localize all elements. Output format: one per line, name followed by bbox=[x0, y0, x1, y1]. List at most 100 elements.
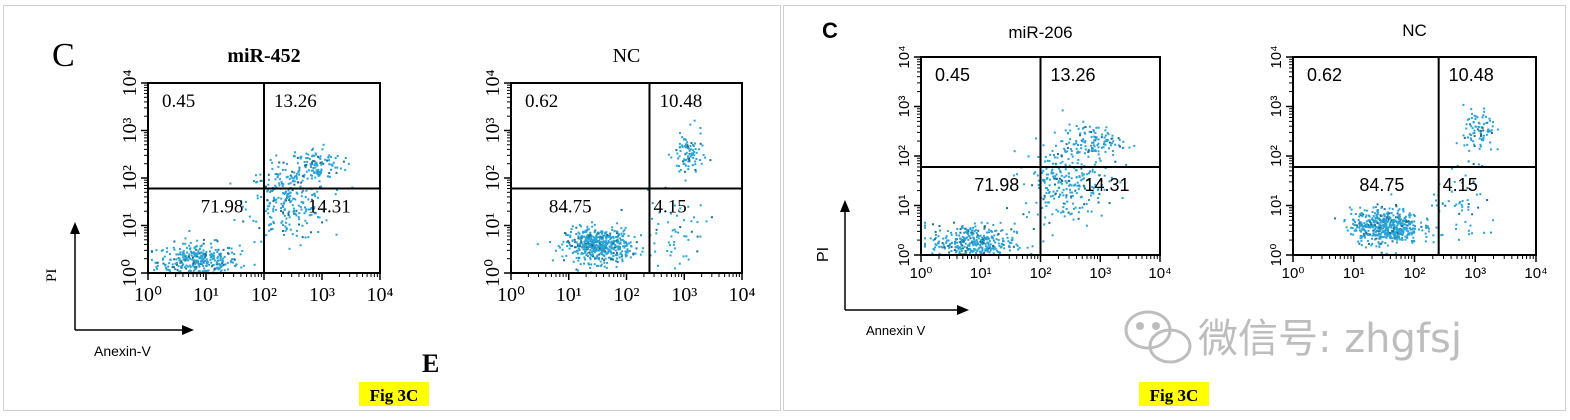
data-point bbox=[683, 145, 686, 148]
data-point bbox=[586, 252, 589, 255]
data-point bbox=[1089, 125, 1092, 128]
data-point bbox=[1364, 223, 1367, 226]
data-point bbox=[1462, 103, 1465, 106]
data-point bbox=[692, 144, 694, 146]
data-point bbox=[179, 251, 182, 254]
data-point bbox=[1390, 221, 1392, 224]
data-point bbox=[1098, 193, 1101, 196]
data-point bbox=[972, 244, 975, 247]
data-point bbox=[1047, 189, 1050, 191]
data-point bbox=[287, 193, 290, 196]
data-point bbox=[184, 237, 187, 240]
data-point bbox=[992, 224, 995, 226]
data-point bbox=[677, 157, 680, 160]
data-point bbox=[584, 245, 587, 248]
data-point bbox=[963, 231, 966, 234]
data-point bbox=[622, 230, 625, 233]
data-point bbox=[1440, 234, 1443, 237]
data-point bbox=[992, 239, 995, 242]
data-point bbox=[615, 260, 618, 263]
data-point bbox=[977, 243, 979, 245]
data-point bbox=[586, 229, 589, 232]
data-point bbox=[1383, 215, 1386, 218]
data-point bbox=[1066, 131, 1069, 134]
data-point bbox=[612, 248, 615, 251]
data-point bbox=[955, 249, 958, 252]
data-point bbox=[191, 258, 194, 261]
data-point bbox=[201, 263, 204, 266]
data-point bbox=[597, 240, 600, 243]
data-point bbox=[604, 250, 607, 253]
data-point bbox=[1001, 243, 1004, 246]
data-point bbox=[1077, 217, 1080, 220]
data-point bbox=[621, 234, 624, 237]
data-point bbox=[1477, 163, 1480, 166]
y-tick-label: 10⁰ bbox=[896, 244, 913, 267]
data-point bbox=[1352, 222, 1355, 225]
data-point bbox=[298, 173, 301, 176]
data-point bbox=[1055, 173, 1058, 176]
data-point bbox=[693, 150, 696, 153]
data-point bbox=[1376, 203, 1379, 206]
data-point bbox=[1426, 226, 1428, 229]
data-point bbox=[595, 233, 598, 236]
data-point bbox=[587, 234, 590, 237]
data-point bbox=[577, 252, 580, 255]
data-point bbox=[602, 240, 605, 243]
data-point bbox=[606, 251, 609, 254]
data-point bbox=[577, 247, 580, 250]
data-point bbox=[1485, 133, 1488, 136]
data-point bbox=[190, 254, 193, 257]
data-point bbox=[1401, 238, 1404, 241]
data-point bbox=[605, 235, 608, 238]
data-point bbox=[252, 219, 255, 222]
data-point bbox=[583, 235, 586, 238]
data-point bbox=[1381, 214, 1383, 217]
data-point bbox=[1371, 217, 1374, 220]
data-point bbox=[1379, 219, 1382, 222]
data-point bbox=[195, 259, 198, 262]
data-point bbox=[1472, 132, 1475, 135]
data-point bbox=[984, 243, 987, 245]
data-point bbox=[175, 261, 178, 264]
data-point bbox=[1409, 227, 1411, 230]
data-point bbox=[1425, 224, 1427, 227]
data-point bbox=[213, 267, 216, 270]
data-point bbox=[685, 151, 688, 154]
data-point bbox=[1358, 242, 1361, 245]
data-point bbox=[266, 199, 269, 202]
data-point bbox=[1385, 217, 1388, 220]
data-point bbox=[1077, 127, 1080, 130]
data-point bbox=[575, 241, 578, 244]
data-point bbox=[176, 268, 179, 271]
data-point bbox=[983, 239, 986, 242]
data-point bbox=[310, 166, 312, 169]
data-point bbox=[312, 159, 315, 162]
data-point bbox=[681, 146, 684, 149]
data-point bbox=[1406, 224, 1409, 227]
data-point bbox=[1384, 230, 1387, 233]
data-point bbox=[585, 245, 588, 247]
data-point bbox=[959, 241, 962, 244]
data-point bbox=[281, 230, 284, 232]
data-point bbox=[1071, 155, 1074, 158]
data-point bbox=[946, 239, 949, 242]
data-point bbox=[202, 249, 205, 252]
data-point bbox=[1053, 154, 1055, 157]
data-point bbox=[1043, 223, 1046, 226]
data-point bbox=[989, 249, 992, 252]
quadrant-value-lower-right: 4.15 bbox=[1443, 175, 1478, 195]
data-point bbox=[1399, 232, 1402, 235]
data-point bbox=[601, 257, 604, 260]
data-point bbox=[1061, 191, 1064, 194]
data-point bbox=[950, 233, 953, 236]
data-point bbox=[579, 238, 582, 241]
data-point bbox=[268, 205, 271, 208]
data-point bbox=[1094, 183, 1097, 186]
data-point bbox=[1114, 143, 1117, 146]
data-point bbox=[1350, 233, 1352, 236]
data-point bbox=[592, 245, 595, 248]
watermark: 微信号: zhgfsj bbox=[1124, 310, 1462, 364]
data-point bbox=[1013, 230, 1016, 233]
data-point bbox=[935, 233, 937, 236]
